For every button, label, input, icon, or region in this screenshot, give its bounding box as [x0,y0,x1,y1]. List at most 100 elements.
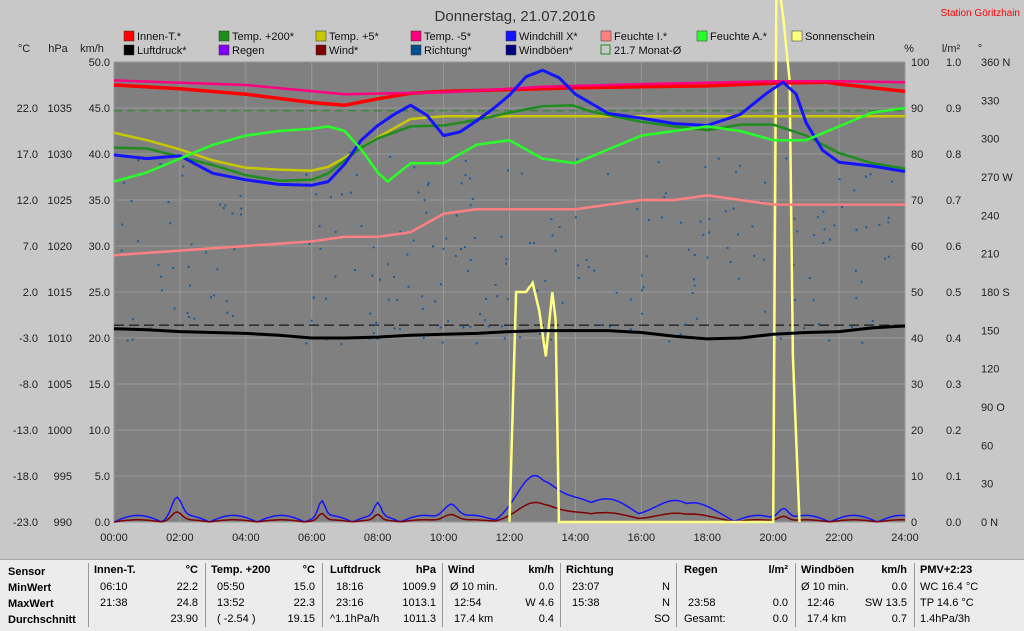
direction-point [664,192,667,195]
station-label: Station Göritzhain [941,8,1021,19]
x-tick: 20:00 [759,532,787,544]
legend-label: Temp. -5* [424,31,472,43]
direction-point [131,338,134,341]
direction-point [464,174,467,176]
direction-point [348,151,351,154]
direction-point [487,325,490,328]
direction-point [485,297,488,300]
y-tick-wind: 50.0 [89,57,110,69]
y-tick-wind: 0.0 [95,517,110,529]
direction-point [334,230,337,233]
direction-point [608,325,611,328]
direction-point [308,243,311,246]
direction-point [441,341,444,344]
direction-point [829,238,832,241]
series-line [113,115,905,172]
direction-point [340,193,343,196]
direction-point [641,274,644,277]
y-tick-direction: 300 [981,134,999,146]
y-tick-pressure: 1025 [48,195,72,207]
direction-point [822,241,825,244]
y-tick-pressure: 1020 [48,241,72,253]
direction-point [172,266,175,269]
y-tick-humidity: 70 [911,195,923,207]
legend-swatch [218,30,230,42]
direction-point [393,327,396,330]
y-tick-humidity: 90 [911,103,923,115]
direction-point [473,237,476,240]
y-tick-direction: 120 [981,364,999,376]
direction-point [423,199,426,202]
legend-label: Innen-T.* [137,31,182,43]
direction-point [737,233,740,236]
y-tick-rain: 0.9 [946,103,961,115]
unit-temp: °C [18,43,30,55]
y-tick-wind: 45.0 [89,103,110,115]
direction-point [122,181,125,184]
direction-point [687,248,690,251]
direction-point [407,285,410,288]
direction-point [137,159,140,162]
y-tick-temp: 2.0 [23,287,38,299]
direction-point [869,173,872,176]
direction-point [315,193,318,196]
direction-point [864,175,867,178]
y-tick-temp: -3.0 [19,333,38,345]
direction-point [182,165,185,168]
row-label-max: MaxWert [8,598,54,610]
direction-point [469,177,472,180]
direction-point [536,289,539,292]
direction-point [813,234,816,237]
direction-point [642,286,645,289]
direction-point [305,173,308,176]
direction-point [399,328,401,331]
y-tick-rain: 1.0 [946,57,961,69]
legend-label: Feuchte I.* [614,31,668,43]
direction-point [355,173,358,176]
direction-point [121,223,124,226]
direction-point [216,268,219,271]
legend-label: Sonnenschein [805,31,875,43]
direction-point [369,312,372,315]
direction-point [691,292,694,294]
legend-label: Wind* [329,45,359,57]
legend-label: Temp. +200* [232,31,295,43]
direction-point [600,324,603,327]
direction-point [794,299,797,302]
direction-point [607,173,609,176]
y-tick-humidity: 80 [911,149,923,161]
direction-point [422,337,425,339]
y-tick-pressure: 1015 [48,287,72,299]
direction-point [764,181,766,184]
y-tick-direction: 30 [981,479,993,491]
direction-point [471,198,474,200]
stats-innen: Innen-T. °C 06:10 22.2 21:38 24.8 23.90 [94,564,198,625]
legend-swatch [505,44,517,56]
y-tick-rain: 0.0 [946,517,961,529]
series-line [113,106,906,183]
direction-point [406,253,409,256]
direction-point [427,181,430,184]
direction-point [763,310,766,313]
direction-point [593,269,596,272]
direction-point [732,207,735,210]
y-tick-rain: 0.3 [946,379,961,391]
direction-point [692,278,695,281]
direction-point [817,323,820,325]
direction-point [661,216,663,219]
unit-direction: ° [978,43,982,55]
legend-label: Regen [232,45,264,57]
direction-point [663,196,666,199]
direction-point [585,258,588,261]
direction-point [726,246,729,249]
direction-point [699,220,702,223]
y-tick-humidity: 40 [911,333,923,345]
y-tick-pressure: 995 [54,471,72,483]
direction-point [226,311,229,314]
direction-point [188,316,190,318]
direction-point [325,297,328,300]
direction-point [539,333,542,335]
direction-point [854,269,857,272]
legend-swatch [505,30,517,42]
y-tick-direction: 90 O [981,402,1005,414]
